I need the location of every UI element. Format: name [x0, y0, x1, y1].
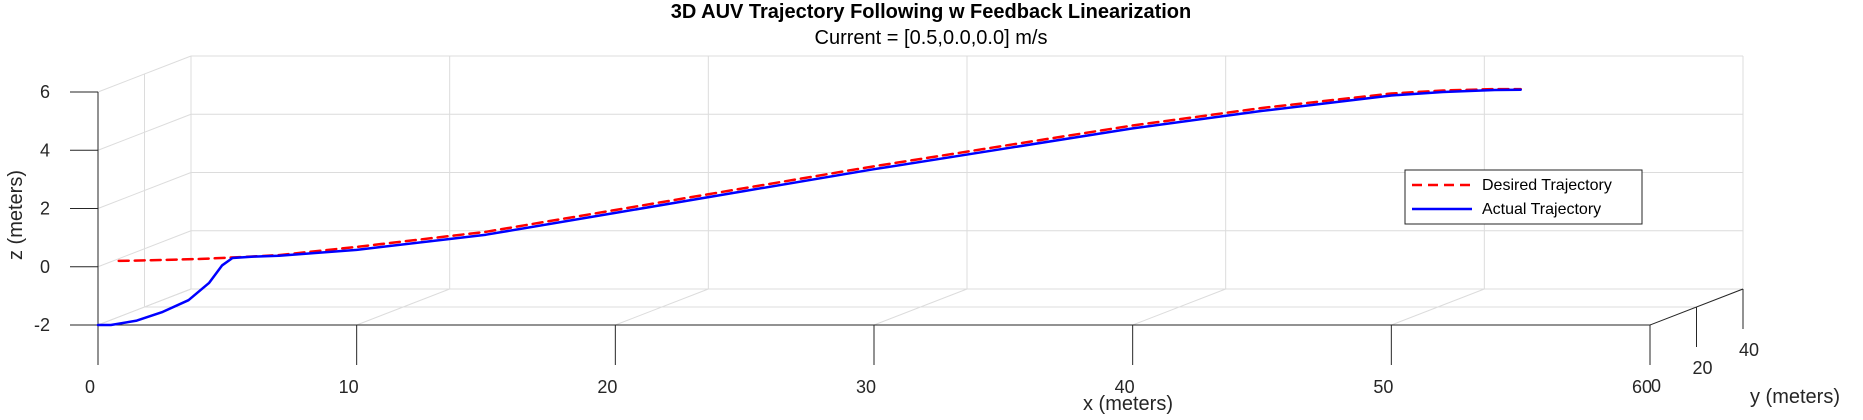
x-tick-label: 40: [1115, 377, 1135, 397]
series-layer: [96, 87, 1522, 327]
legend-label-desired: Desired Trajectory: [1482, 177, 1612, 194]
x-tick-label: 20: [597, 377, 617, 397]
z-tick-label: 6: [40, 82, 50, 102]
grid-line: [97, 230, 192, 268]
chart-title: 3D AUV Trajectory Following w Feedback L…: [671, 1, 1191, 23]
z-tick-label: -2: [34, 315, 50, 335]
z-tick-label: 2: [40, 199, 50, 219]
desired-trajectory-line: [117, 87, 1522, 263]
x-tick-label: 50: [1373, 377, 1393, 397]
y-axis-label: y (meters): [1750, 386, 1840, 408]
actual-trajectory-line: [96, 88, 1522, 327]
x-tick-label: 30: [856, 377, 876, 397]
x-tick-label: 60: [1632, 377, 1652, 397]
chart-subtitle: Current = [0.5,0.0,0.0] m/s: [815, 27, 1048, 49]
legend-box: [1404, 169, 1643, 225]
y-tick-label: 20: [1692, 358, 1712, 378]
z-tick-label: 0: [40, 257, 50, 277]
grid-line: [97, 113, 192, 151]
y-tick-label: 40: [1739, 340, 1759, 360]
legend-label-actual: Actual Trajectory: [1482, 201, 1601, 218]
x-axis-label: x (meters): [1083, 393, 1173, 415]
z-tick-label: 4: [40, 140, 50, 160]
grid-line: [97, 55, 192, 93]
z-axis-label: z (meters): [5, 170, 27, 260]
legend: Desired Trajectory Actual Trajectory: [1404, 169, 1643, 225]
grid-line: [97, 172, 192, 209]
x-tick-label: 10: [339, 377, 359, 397]
grid-line: [97, 288, 192, 326]
x-tick-label: 0: [85, 377, 95, 397]
y-tick-label: 0: [1651, 376, 1661, 396]
axes-layer: [70, 91, 1744, 365]
